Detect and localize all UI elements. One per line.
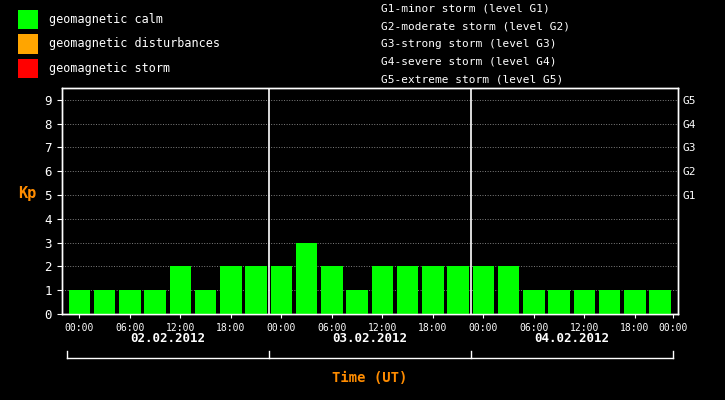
Text: G2-moderate storm (level G2): G2-moderate storm (level G2)	[381, 21, 570, 31]
Bar	[548, 290, 570, 314]
Text: G1-minor storm (level G1): G1-minor storm (level G1)	[381, 4, 550, 14]
Text: 04.02.2012: 04.02.2012	[534, 332, 609, 344]
Bar	[245, 266, 267, 314]
Text: G4-severe storm (level G4): G4-severe storm (level G4)	[381, 57, 556, 67]
Bar	[372, 266, 393, 314]
Text: geomagnetic calm: geomagnetic calm	[49, 13, 163, 26]
Text: geomagnetic storm: geomagnetic storm	[49, 62, 170, 75]
Bar	[447, 266, 469, 314]
Bar	[69, 290, 90, 314]
Bar	[220, 266, 241, 314]
Bar	[599, 290, 621, 314]
Bar	[624, 290, 646, 314]
Bar	[144, 290, 166, 314]
Y-axis label: Kp: Kp	[19, 186, 37, 201]
Bar	[195, 290, 216, 314]
Text: G5-extreme storm (level G5): G5-extreme storm (level G5)	[381, 74, 563, 84]
Text: Time (UT): Time (UT)	[332, 371, 407, 385]
Bar	[347, 290, 368, 314]
Bar	[422, 266, 444, 314]
Bar	[296, 243, 318, 314]
Bar	[473, 266, 494, 314]
Bar	[498, 266, 519, 314]
FancyBboxPatch shape	[18, 34, 38, 54]
Bar	[270, 266, 292, 314]
Text: 03.02.2012: 03.02.2012	[332, 332, 407, 344]
Bar	[94, 290, 115, 314]
Bar	[321, 266, 343, 314]
Bar	[397, 266, 418, 314]
Text: 02.02.2012: 02.02.2012	[130, 332, 205, 344]
Text: G3-strong storm (level G3): G3-strong storm (level G3)	[381, 39, 556, 49]
Bar	[119, 290, 141, 314]
Bar	[523, 290, 544, 314]
Bar	[650, 290, 671, 314]
Bar	[170, 266, 191, 314]
FancyBboxPatch shape	[18, 10, 38, 29]
Text: geomagnetic disturbances: geomagnetic disturbances	[49, 38, 220, 50]
FancyBboxPatch shape	[18, 59, 38, 78]
Bar	[573, 290, 595, 314]
